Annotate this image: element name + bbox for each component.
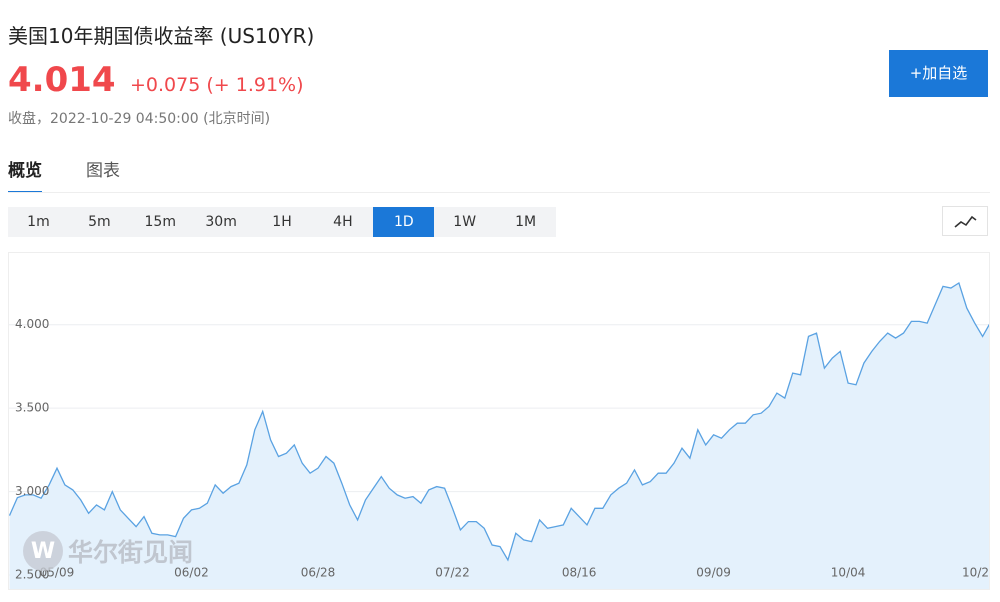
line (9, 282, 989, 562)
tab[interactable]: 图表 (86, 161, 120, 181)
y-tick-label: 3.500 (15, 401, 49, 415)
price: 4.014 (8, 60, 116, 100)
line-icon (954, 215, 977, 228)
y-tick-label: 2.500 (15, 567, 49, 581)
watermark: 华尔街见闻 (68, 538, 194, 567)
x-tick-label: 06/28 (301, 566, 336, 580)
y-tick-label: 3.000 (15, 484, 49, 498)
interval-button[interactable]: 4H (333, 214, 353, 230)
x-tick-label: 07/22 (435, 566, 470, 580)
x-tick-label: 06/02 (174, 566, 209, 580)
interval-button[interactable]: 1D (373, 207, 435, 237)
add-watchlist-button[interactable]: +加自选 (889, 50, 988, 97)
x-tick-label: 09/09 (696, 566, 731, 580)
x-tick-label: 10/04 (831, 566, 866, 580)
interval-button[interactable]: 5m (88, 214, 111, 230)
interval-button[interactable]: 30m (205, 214, 237, 230)
interval-bar: 1m 5m 15m 30m 1H 4H 1D 1W 1M (8, 207, 556, 237)
status: 收盘，2022-10-29 04:50:00 (北京时间) (8, 111, 271, 127)
y-tick-label: 4.000 (15, 317, 49, 331)
x-tick-label: 08/16 (562, 566, 597, 580)
area (9, 283, 989, 589)
watermark-logo-letter: W (31, 539, 55, 564)
watermark-logo (23, 531, 63, 571)
interval-button[interactable]: 1M (515, 214, 537, 230)
chart-type-button[interactable] (942, 206, 988, 236)
interval-button[interactable]: 15m (144, 214, 176, 230)
title: 美国10年期国债收益率 (US10YR) (8, 24, 315, 48)
interval-button[interactable]: 1m (27, 214, 50, 230)
interval-button[interactable]: 1H (272, 214, 292, 230)
interval-button[interactable]: 1W (453, 214, 477, 230)
x-tick-label: 10/2 (962, 566, 989, 580)
tabs: 概览 图表 (8, 156, 120, 193)
separator (8, 192, 990, 193)
change: +0.075 (+ 1.91%) (130, 74, 304, 96)
tab[interactable]: 概览 (8, 156, 42, 193)
